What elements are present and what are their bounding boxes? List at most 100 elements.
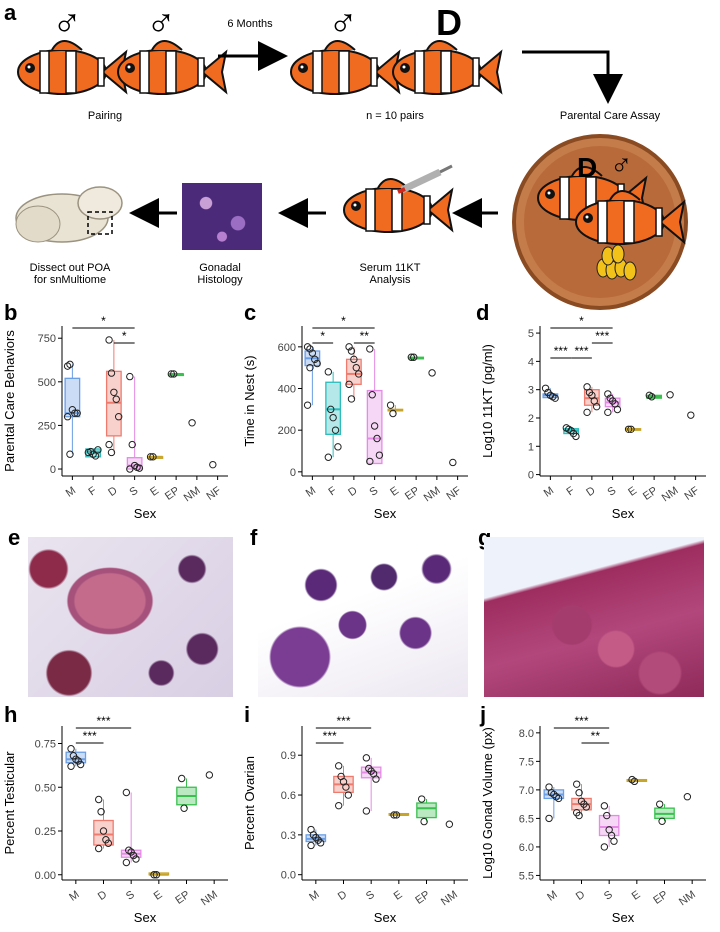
histology-label: Gonadal Histology — [180, 262, 260, 286]
x-tick-label: F — [86, 484, 99, 498]
x-tick-label: NM — [422, 485, 443, 505]
point-D — [96, 845, 102, 851]
y-tick-label: 7.5 — [519, 756, 534, 768]
sig-label: * — [341, 314, 346, 328]
x-tick-label: NF — [682, 484, 701, 502]
x-tick-label: S — [364, 889, 377, 903]
point-F — [325, 369, 331, 375]
point-S — [601, 803, 607, 809]
male-symbol-1: ♂ — [52, 0, 82, 45]
point-S — [601, 844, 607, 850]
male-symbol-3: ♂ — [328, 0, 358, 45]
x-tick-label: M — [307, 889, 321, 904]
point-NM — [206, 772, 212, 778]
assay-label: Parental Care Assay — [540, 110, 680, 122]
male-symbol-4: ♂ — [610, 148, 633, 182]
chart-h: 0.000.250.500.75M D S E EP NMSexPercent Testi… — [0, 710, 236, 932]
point-D — [336, 763, 342, 769]
y-tick-label: 7.0 — [519, 785, 534, 797]
x-axis-label: Sex — [134, 910, 157, 925]
x-tick-label: S — [605, 485, 618, 499]
x-tick-label: D — [336, 889, 349, 903]
sig-label: *** — [574, 714, 588, 728]
y-tick-label: 0 — [528, 470, 534, 482]
x-tick-label: E — [392, 889, 405, 903]
point-NF — [450, 459, 456, 465]
x-tick-label: NM — [677, 889, 698, 909]
arrow-label: 6 Months — [210, 18, 290, 30]
dissect-label: Dissect out POA for snMultiome — [10, 262, 130, 286]
sig-label: *** — [323, 729, 337, 743]
y-tick-label: 1 — [528, 441, 534, 453]
sig-label: ** — [360, 329, 370, 343]
point-D — [348, 396, 354, 402]
point-EP — [657, 801, 663, 807]
n-label: n = 10 pairs — [340, 110, 450, 122]
d-symbol-1: D — [436, 2, 462, 44]
y-tick-label: 5.5 — [519, 870, 534, 882]
x-tick-label: NM — [199, 889, 220, 909]
point-S — [367, 346, 373, 352]
point-NM — [446, 821, 452, 827]
x-tick-label: EP — [651, 889, 670, 907]
y-tick-label: 2 — [528, 413, 534, 425]
chart-c: 0200400600M F D S E EP NM NFSexTime in Nest (s)… — [240, 310, 476, 528]
y-tick-label: 6.5 — [519, 813, 534, 825]
point-M — [546, 815, 552, 821]
point-D — [106, 337, 112, 343]
x-tick-label: NM — [660, 485, 681, 505]
x-axis-label: Sex — [374, 506, 397, 521]
point-D — [106, 441, 112, 447]
point-S — [611, 838, 617, 844]
point-D — [96, 796, 102, 802]
sig-label: * — [101, 314, 106, 328]
y-tick-label: 6.0 — [519, 842, 534, 854]
point-M — [68, 746, 74, 752]
x-tick-label: D — [574, 889, 587, 903]
y-tick-label: 0.9 — [281, 750, 296, 762]
histology-image-e — [28, 537, 233, 697]
pairing-label: Pairing — [60, 110, 150, 122]
fish-4 — [393, 41, 501, 94]
y-tick-label: 0.0 — [281, 870, 296, 882]
x-tick-label: E — [388, 485, 401, 499]
sig-label: *** — [574, 344, 588, 358]
point-S — [123, 859, 129, 865]
point-S — [127, 373, 133, 379]
box-D — [347, 359, 362, 384]
chart-j: 5.56.06.57.07.58.0M D S E EP NMSexLog10 Gonad… — [478, 710, 714, 932]
y-axis-label: Percent Ovarian — [242, 756, 257, 850]
point-M — [67, 451, 73, 457]
x-axis-label: Sex — [612, 506, 635, 521]
y-tick-label: 3 — [528, 385, 534, 397]
y-tick-label: 0.6 — [281, 790, 296, 802]
x-tick-label: EP — [163, 485, 182, 503]
point-EP — [179, 775, 185, 781]
y-tick-label: 400 — [278, 384, 296, 396]
point-NM — [189, 420, 195, 426]
sig-label: * — [320, 329, 325, 343]
sig-label: *** — [595, 329, 609, 343]
fish-3 — [291, 41, 399, 94]
histology-thumbnail — [182, 183, 262, 250]
x-tick-label: NM — [182, 485, 203, 505]
point-EP — [419, 796, 425, 802]
point-E — [387, 402, 393, 408]
sig-label: *** — [336, 714, 350, 728]
y-tick-label: 750 — [38, 333, 56, 345]
x-tick-label: M — [304, 485, 318, 500]
sig-label: *** — [83, 729, 97, 743]
x-tick-label: E — [626, 485, 639, 499]
x-tick-label: NF — [204, 484, 223, 502]
x-tick-label: F — [326, 484, 339, 498]
x-tick-label: NM — [439, 889, 460, 909]
x-tick-label: M — [542, 485, 556, 500]
brain-icon — [16, 187, 122, 242]
x-tick-label: M — [67, 889, 81, 904]
point-NM — [667, 392, 673, 398]
sig-label: ** — [591, 729, 601, 743]
histology-image-g — [484, 537, 704, 697]
male-symbol-2: ♂ — [146, 0, 176, 45]
y-tick-label: 0.25 — [35, 826, 56, 838]
